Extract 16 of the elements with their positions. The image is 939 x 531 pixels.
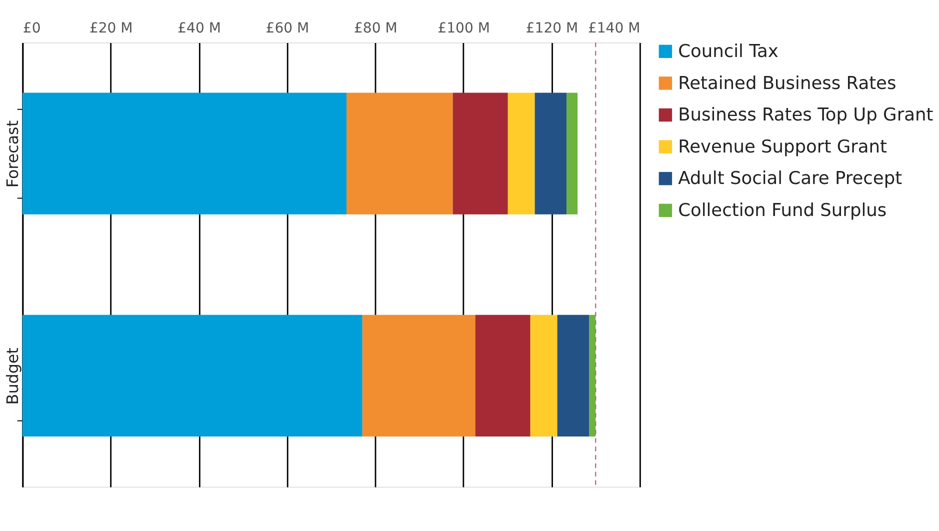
legend-label: Business Rates Top Up Grant	[678, 106, 934, 126]
y-tick-label: Forecast	[3, 120, 22, 188]
legend-label: Adult Social Care Precept	[678, 169, 902, 190]
x-tick-label: £80 M	[354, 20, 398, 37]
legend-label: Collection Fund Surplus	[678, 200, 887, 221]
legend-label: Council Tax	[678, 42, 778, 62]
legend-label: Retained Business Rates	[678, 74, 896, 94]
x-tick-label: £60 M	[266, 20, 310, 37]
x-tick-label: £20 M	[89, 20, 133, 37]
x-tick-label: £140 M	[588, 20, 640, 37]
x-tick-label: £100 M	[438, 20, 490, 37]
x-tick-label: £40 M	[178, 20, 221, 37]
legend-label: Revenue Support Grant	[678, 137, 887, 158]
y-tick-label: Budget	[3, 348, 22, 405]
x-tick-label: £120 M	[526, 20, 578, 37]
x-tick-label: £0	[22, 20, 41, 37]
